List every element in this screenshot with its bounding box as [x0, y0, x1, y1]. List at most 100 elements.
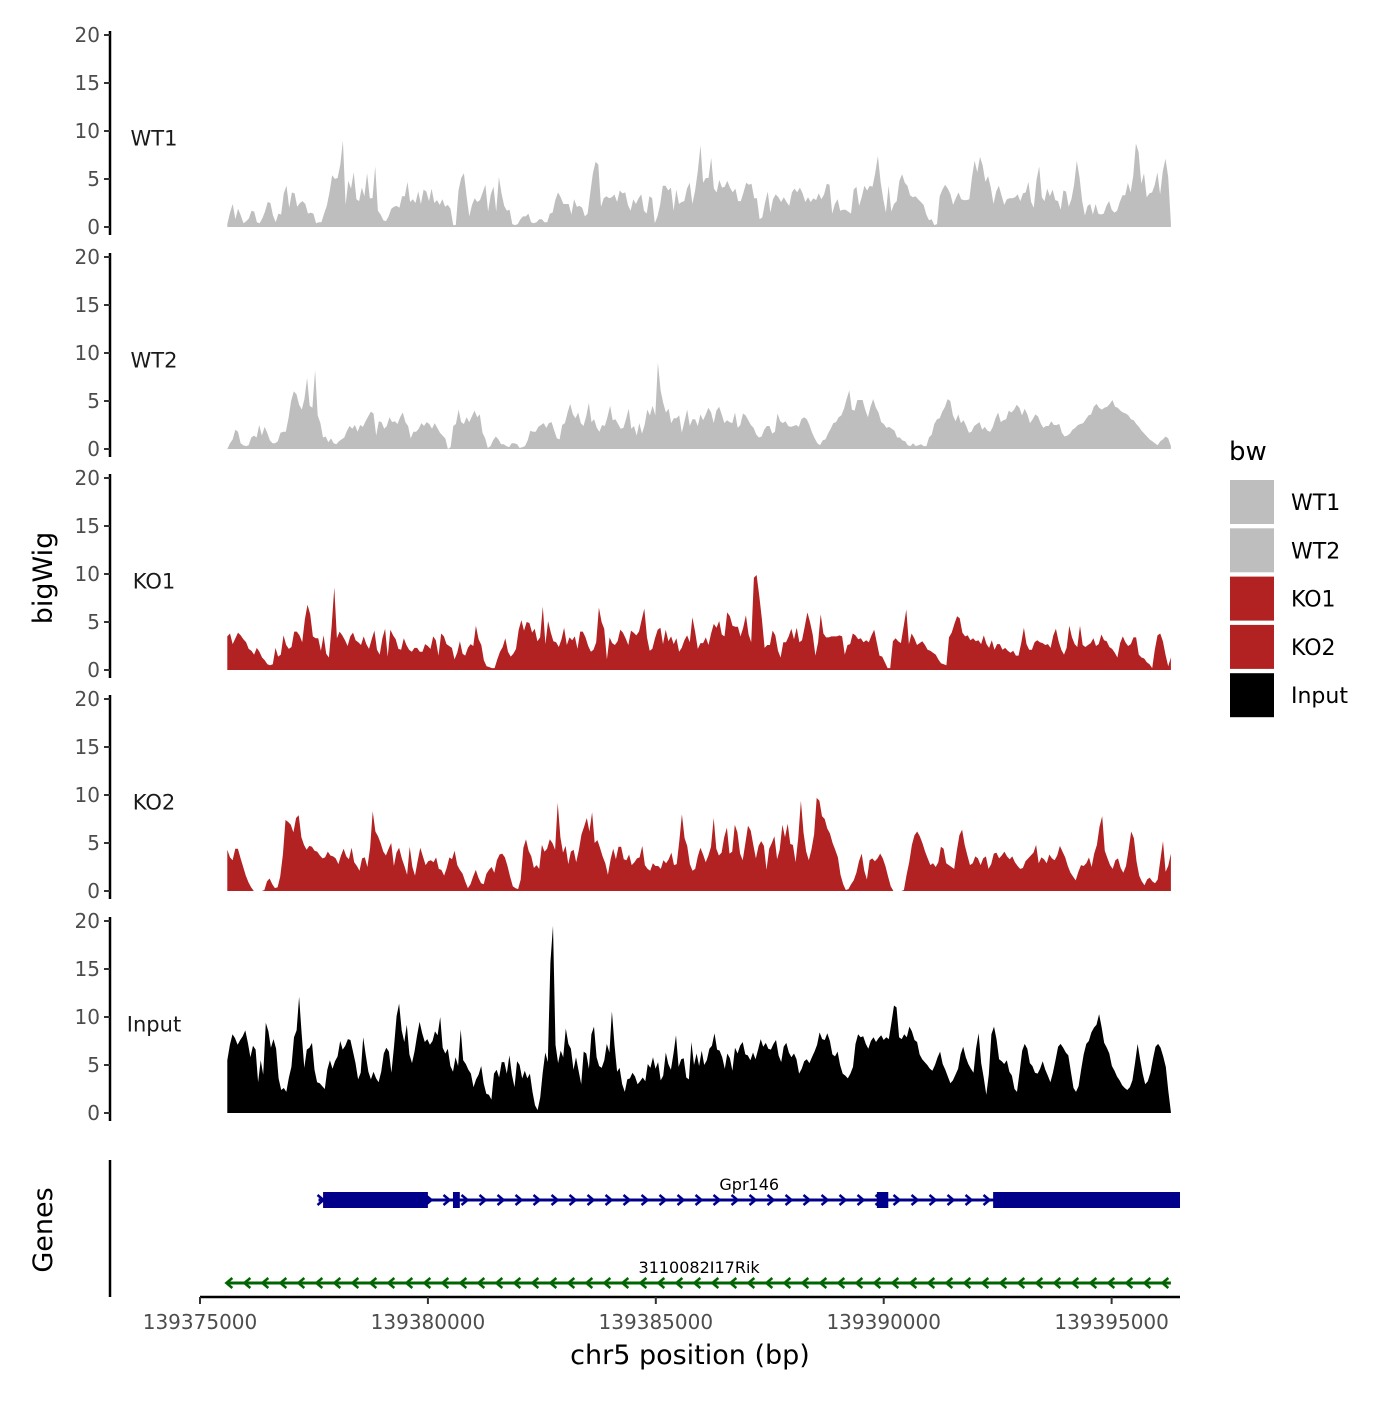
strand-chevron: [224, 1277, 234, 1289]
strand-chevron: [818, 1277, 828, 1289]
y-axis-title-genes: Genes: [28, 1187, 59, 1272]
strand-chevron: [278, 1277, 288, 1289]
exon-block: [452, 1192, 460, 1208]
strand-chevron: [800, 1277, 810, 1289]
gene-label: 3110082I17Rik: [639, 1258, 761, 1277]
strand-chevron: [746, 1277, 756, 1289]
strand-chevron: [494, 1277, 504, 1289]
legend-swatch: [1228, 478, 1276, 526]
y-tick-label: 15: [75, 514, 100, 538]
exon-block: [993, 1192, 1180, 1208]
strand-chevron: [314, 1277, 324, 1289]
x-tick-label: 139385000: [599, 1310, 714, 1334]
y-tick-label: 10: [75, 783, 100, 807]
y-axis-title-bigwig: bigWig: [28, 532, 59, 625]
y-tick-label: 15: [75, 293, 100, 317]
strand-chevron: [532, 1194, 542, 1206]
strand-chevron: [458, 1277, 468, 1289]
strand-chevron: [1160, 1277, 1170, 1289]
coverage-area-ko1: [227, 575, 1171, 670]
legend-entry-input: Input: [1228, 671, 1348, 720]
strand-chevron: [584, 1277, 594, 1289]
strand-chevron: [566, 1277, 576, 1289]
track-label: KO1: [133, 569, 176, 593]
strand-chevron: [260, 1277, 270, 1289]
strand-chevron: [422, 1277, 432, 1289]
strand-chevron: [530, 1277, 540, 1289]
strand-chevron: [926, 1277, 936, 1289]
strand-chevron: [586, 1194, 596, 1206]
strand-chevron: [674, 1277, 684, 1289]
strand-chevron: [712, 1194, 722, 1206]
strand-chevron: [386, 1277, 396, 1289]
strand-chevron: [944, 1277, 954, 1289]
y-tick-label: 5: [87, 167, 100, 191]
strand-chevron: [296, 1277, 306, 1289]
strand-chevron: [802, 1194, 812, 1206]
strand-chevron: [748, 1194, 758, 1206]
strand-chevron: [890, 1277, 900, 1289]
y-tick-label: 0: [87, 658, 100, 682]
strand-chevron: [1034, 1277, 1044, 1289]
x-tick-label: 139395000: [1054, 1310, 1169, 1334]
y-tick-label: 10: [75, 119, 100, 143]
strand-chevron: [622, 1194, 632, 1206]
strand-chevron: [838, 1194, 848, 1206]
legend-label: KO2: [1291, 636, 1336, 661]
legend-label: WT1: [1291, 491, 1340, 516]
track-wt1: 0 5 10 15 20 WT1: [75, 23, 1171, 239]
tracks-layer: 0 5 10 15 20 WT1 0 5 10 15 20 WT2 0 5 10 15 20 KO1 0 5 10 15 2…: [75, 23, 1171, 1125]
legend-label: WT2: [1291, 539, 1340, 564]
legend-swatch: [1228, 574, 1276, 623]
strand-chevron: [676, 1194, 686, 1206]
strand-chevron: [998, 1277, 1008, 1289]
strand-chevron: [1088, 1277, 1098, 1289]
strand-chevron: [980, 1277, 990, 1289]
coverage-area-input: [227, 925, 1171, 1113]
legend: WT1 WT2 KO1 KO2 Input: [1228, 478, 1348, 720]
x-tick-label: 139375000: [143, 1310, 258, 1334]
strand-chevron: [404, 1277, 414, 1289]
legend-label: Input: [1291, 684, 1348, 709]
strand-chevron: [982, 1194, 992, 1206]
strand-chevron: [476, 1277, 486, 1289]
legend-entry-wt2: WT2: [1228, 526, 1340, 575]
strand-chevron: [514, 1194, 524, 1206]
strand-chevron: [728, 1277, 738, 1289]
strand-chevron: [1124, 1277, 1134, 1289]
legend-entry-ko1: KO1: [1228, 574, 1336, 623]
strand-chevron: [550, 1194, 560, 1206]
strand-chevron: [478, 1194, 488, 1206]
legend-swatch: [1228, 622, 1276, 671]
x-axis: 139375000 139380000 139385000 139390000 1393…: [143, 1295, 1180, 1334]
strand-chevron: [892, 1194, 902, 1206]
x-axis-title: chr5 position (bp): [570, 1340, 810, 1371]
strand-chevron: [656, 1277, 666, 1289]
y-tick-label: 5: [87, 610, 100, 634]
y-tick-label: 5: [87, 1053, 100, 1077]
strand-chevron: [928, 1194, 938, 1206]
y-tick-label: 20: [75, 245, 100, 269]
gene-3110082i17rik: 3110082I17Rik: [224, 1258, 1171, 1289]
strand-chevron: [764, 1277, 774, 1289]
strand-chevron: [496, 1194, 506, 1206]
strand-chevron: [460, 1194, 470, 1206]
strand-chevron: [964, 1194, 974, 1206]
strand-chevron: [440, 1277, 450, 1289]
strand-chevron: [604, 1194, 614, 1206]
strand-chevron: [548, 1277, 558, 1289]
track-ko1: 0 5 10 15 20 KO1: [75, 466, 1171, 682]
y-tick-label: 20: [75, 687, 100, 711]
legend-swatch: [1228, 671, 1276, 720]
strand-chevron: [602, 1277, 612, 1289]
track-label: WT2: [131, 348, 178, 372]
track-label: Input: [127, 1012, 181, 1036]
gene-label: Gpr146: [719, 1175, 779, 1194]
strand-chevron: [242, 1277, 252, 1289]
y-tick-label: 20: [75, 909, 100, 933]
y-tick-label: 15: [75, 71, 100, 95]
strand-chevron: [512, 1277, 522, 1289]
track-label: KO2: [133, 790, 176, 814]
